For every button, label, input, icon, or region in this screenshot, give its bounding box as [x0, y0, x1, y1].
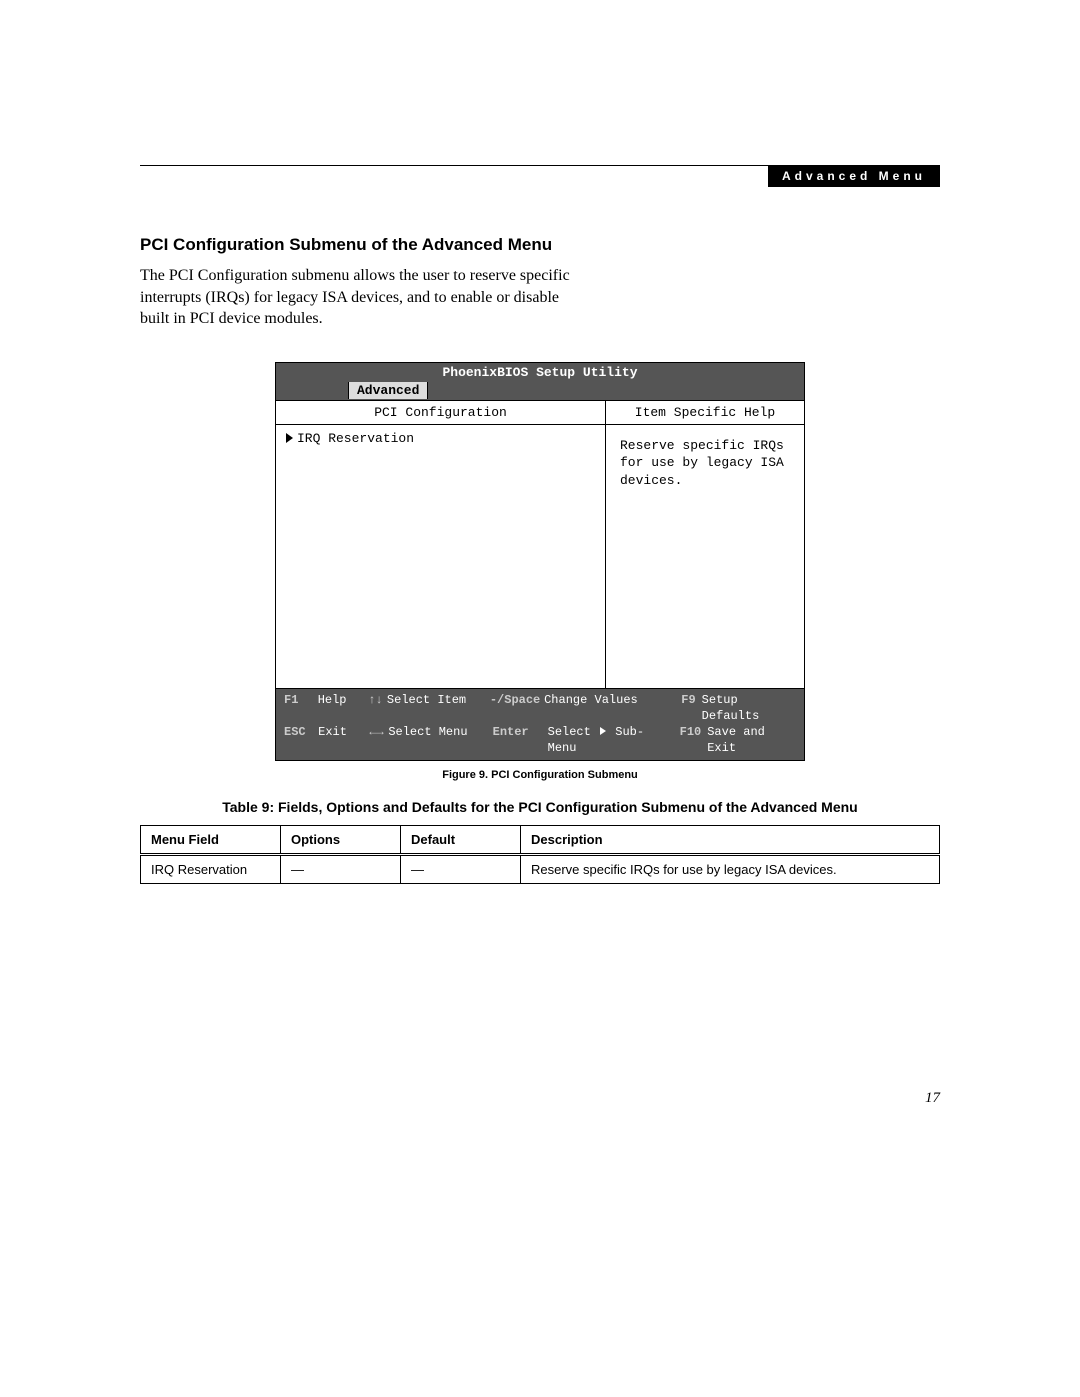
bios-menu-item-label: IRQ Reservation	[297, 431, 414, 446]
key-f10: F10	[669, 724, 701, 756]
key-esc: ESC	[284, 724, 318, 756]
label-select-part: Select	[548, 725, 591, 739]
label-exit: Exit	[318, 724, 369, 756]
key-leftright: ←→	[369, 724, 388, 756]
bios-title: PhoenixBIOS Setup Utility	[276, 363, 804, 382]
page-number: 17	[925, 1090, 940, 1107]
key-f1: F1	[284, 692, 318, 724]
bios-help-text: Reserve specific IRQs for use by legacy …	[606, 425, 804, 502]
submenu-triangle-icon	[600, 727, 606, 735]
bios-tab-advanced[interactable]: Advanced	[348, 382, 428, 399]
bios-left-pane: PCI Configuration IRQ Reservation	[276, 401, 606, 688]
bios-footer-row-1: F1 Help ↑↓ Select Item -/Space Change Va…	[284, 692, 796, 724]
bios-help-header: Item Specific Help	[606, 401, 804, 425]
submenu-triangle-icon	[286, 433, 293, 443]
bios-help-pane: Item Specific Help Reserve specific IRQs…	[606, 401, 804, 688]
bios-left-header: PCI Configuration	[276, 401, 605, 425]
col-menu-field: Menu Field	[141, 825, 281, 854]
cell-options: —	[281, 854, 401, 883]
bios-footer-row-2: ESC Exit ←→ Select Menu Enter Select Sub…	[284, 724, 796, 756]
key-space: -/Space	[490, 692, 544, 724]
bios-menu-item-irq[interactable]: IRQ Reservation	[286, 431, 595, 446]
cell-default: —	[401, 854, 521, 883]
bios-menu-list: IRQ Reservation	[276, 425, 605, 688]
key-f9: F9	[664, 692, 696, 724]
bios-window: PhoenixBIOS Setup Utility Advanced PCI C…	[275, 362, 805, 761]
options-table: Menu Field Options Default Description I…	[140, 825, 940, 884]
table-row: IRQ Reservation — — Reserve specific IRQ…	[141, 854, 940, 883]
header-bar: Advanced Menu	[768, 165, 940, 187]
label-setup-defaults: Setup Defaults	[702, 692, 796, 724]
label-select-submenu: Select Sub-Menu	[548, 724, 669, 756]
table-caption: Table 9: Fields, Options and Defaults fo…	[140, 799, 940, 815]
table-header-row: Menu Field Options Default Description	[141, 825, 940, 854]
label-change-values: Change Values	[544, 692, 664, 724]
section-title: PCI Configuration Submenu of the Advance…	[140, 235, 940, 255]
figure-caption: Figure 9. PCI Configuration Submenu	[140, 769, 940, 781]
bios-footer: F1 Help ↑↓ Select Item -/Space Change Va…	[276, 688, 804, 760]
label-select-menu: Select Menu	[388, 724, 492, 756]
label-help: Help	[318, 692, 369, 724]
col-default: Default	[401, 825, 521, 854]
col-options: Options	[281, 825, 401, 854]
cell-menu-field: IRQ Reservation	[141, 854, 281, 883]
document-page: Advanced Menu PCI Configuration Submenu …	[140, 165, 940, 884]
bios-body: PCI Configuration IRQ Reservation Item S…	[276, 400, 804, 688]
cell-description: Reserve specific IRQs for use by legacy …	[521, 854, 940, 883]
bios-tab-bar: Advanced	[276, 382, 804, 400]
label-select-item: Select Item	[387, 692, 490, 724]
key-updown: ↑↓	[368, 692, 387, 724]
key-enter: Enter	[493, 724, 548, 756]
col-description: Description	[521, 825, 940, 854]
label-save-exit: Save and Exit	[707, 724, 796, 756]
intro-paragraph: The PCI Configuration submenu allows the…	[140, 265, 580, 330]
